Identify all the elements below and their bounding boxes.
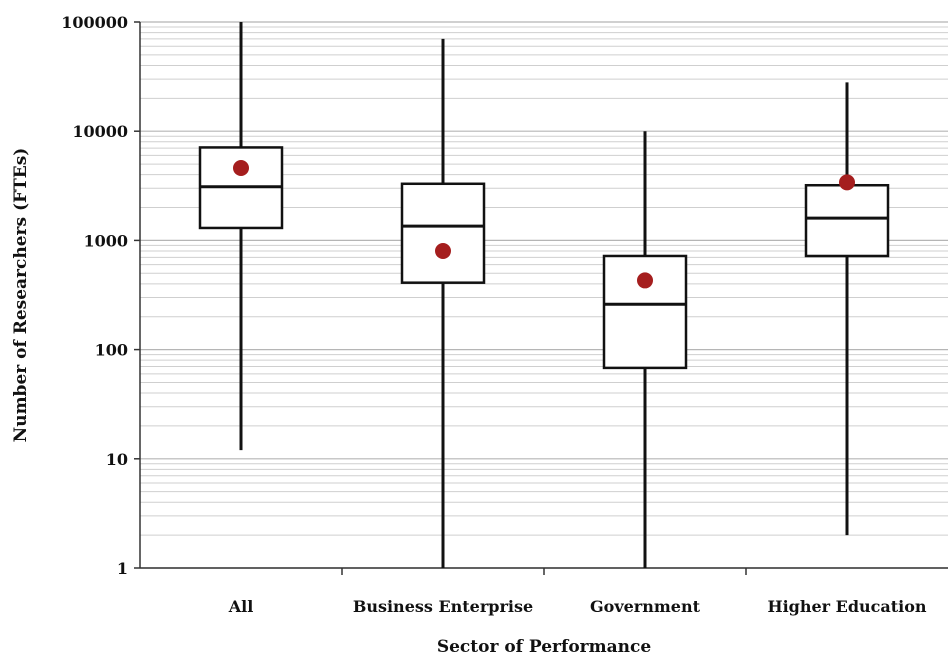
boxes: [198, 22, 890, 568]
axes: [134, 21, 948, 575]
y-tick-label: 100: [95, 341, 128, 360]
box-group: [400, 38, 486, 568]
x-tick-label: Government: [590, 597, 701, 616]
mean-marker: [637, 272, 653, 289]
box-group: [198, 22, 284, 451]
mean-marker: [233, 160, 249, 177]
x-tick-label: All: [228, 597, 254, 616]
y-tick-label: 10: [106, 450, 128, 469]
y-tick-label: 1: [117, 559, 128, 578]
labels: 1 10 100 1000 10000 100000 All Business Enterpr…: [11, 13, 927, 657]
box-iqr: [400, 182, 486, 284]
x-axis-title: Sector of Performance: [437, 637, 652, 655]
box-iqr: [804, 183, 890, 258]
x-tick-label: Higher Education: [767, 597, 926, 616]
mean-marker: [435, 242, 451, 259]
y-tick-label: 1000: [83, 231, 128, 250]
y-axis-title: Number of Researchers (FTEs): [11, 148, 31, 443]
x-tick-label: Business Enterprise: [353, 597, 533, 616]
box-group: [602, 131, 688, 568]
y-tick-label: 10000: [72, 122, 128, 141]
mean-marker: [839, 174, 855, 191]
box-iqr: [602, 254, 688, 370]
y-tick-label: 100000: [61, 13, 128, 32]
box-group: [804, 82, 890, 536]
gridlines: [140, 21, 948, 569]
